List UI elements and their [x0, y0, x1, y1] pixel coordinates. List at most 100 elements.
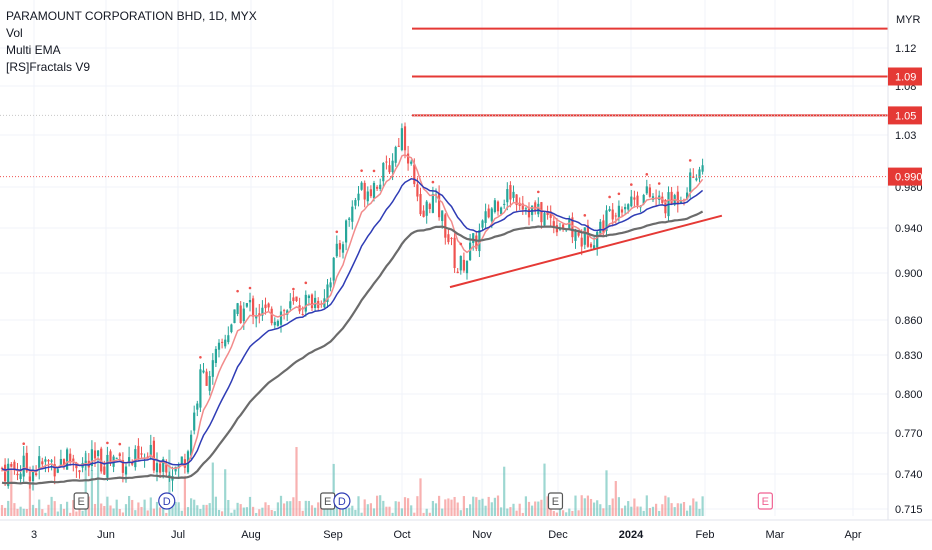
earnings-marker-box [547, 492, 564, 510]
candle-body [255, 316, 258, 319]
volume-bar [143, 499, 146, 516]
candle-body [403, 126, 407, 151]
fractal-dot [199, 356, 202, 359]
candle-body [456, 271, 459, 274]
volume-bar [506, 508, 509, 516]
candle-body [450, 237, 453, 239]
volume-bar [13, 503, 16, 516]
volume-bar [4, 507, 7, 516]
price-tag-label: 1.05 [895, 110, 916, 122]
volume-bar [177, 502, 180, 516]
price-axis[interactable]: 1.121.081.030.9800.9400.9000.8600.8300.8… [887, 0, 932, 550]
fractal-dot [688, 159, 692, 162]
time-tick-label: Nov [472, 529, 492, 541]
candle-body [701, 165, 704, 172]
earnings-marker[interactable]: E [73, 492, 89, 510]
volume-bar [186, 507, 190, 516]
candle-body [425, 201, 428, 216]
volume-bar [701, 496, 704, 516]
candle-body [487, 208, 490, 218]
volume-bar [261, 507, 264, 516]
dividend-marker[interactable]: D [158, 492, 176, 510]
volume-bar [28, 466, 31, 516]
candle-body [193, 412, 196, 431]
candle-body [4, 464, 7, 482]
fractal-dot [335, 230, 339, 234]
indicator-multi-ema[interactable]: Multi EMA [6, 43, 61, 57]
volume-bar [620, 508, 624, 516]
candle-body [332, 257, 335, 281]
candle-body [645, 186, 648, 194]
volume-bar [239, 504, 242, 516]
candle-body [366, 191, 369, 202]
volume-bar [233, 509, 236, 516]
candle-body [431, 194, 434, 213]
volume-bar [546, 496, 549, 516]
indicator-volume[interactable]: Vol [6, 26, 23, 40]
candle-body [549, 211, 552, 218]
earnings-marker[interactable]: E [757, 492, 773, 510]
candle-body [53, 464, 56, 477]
volume-bar [586, 495, 589, 516]
dividend-marker-circle [158, 492, 176, 510]
fractal-dot [304, 281, 308, 285]
candle-body [469, 242, 472, 261]
candle-body [617, 205, 620, 218]
candle-body [78, 470, 81, 473]
candle-body [357, 193, 360, 201]
candle-body [394, 146, 397, 163]
volume-bar [252, 506, 255, 516]
volume-bar [183, 475, 186, 516]
volume-bar [196, 505, 199, 516]
volume-bar [679, 503, 682, 516]
volume-bar [236, 502, 239, 516]
candle-body [276, 320, 279, 326]
candle-body [413, 164, 416, 185]
volume-bar [50, 496, 53, 516]
candle-body [509, 185, 512, 200]
fractal-dot [645, 173, 649, 176]
candle-body [571, 217, 574, 238]
earnings-marker[interactable]: E [320, 492, 336, 510]
volume-bar [611, 498, 614, 516]
volume-bar [155, 501, 159, 516]
volume-bar [190, 498, 193, 516]
candle-body [605, 210, 608, 231]
volume-bar [493, 497, 496, 516]
candle-body [56, 469, 59, 473]
dividend-marker[interactable]: D [333, 492, 351, 510]
volume-bar [75, 511, 78, 516]
event-marker-label: D [163, 496, 171, 508]
candle-body [462, 259, 465, 271]
volume-bar [124, 504, 128, 516]
time-tick-label: Sep [323, 529, 343, 541]
volume-bar [310, 505, 314, 516]
candle-body [441, 210, 444, 222]
volume-bar [444, 499, 447, 516]
earnings-marker[interactable]: E [547, 492, 564, 510]
volume-bar [425, 508, 428, 516]
volume-bar [571, 510, 574, 516]
candle-body [59, 458, 62, 466]
volume-bar [503, 466, 506, 516]
candle-body [273, 321, 276, 326]
candle-body [493, 200, 496, 213]
candle-body [69, 453, 72, 462]
volume-bar [115, 499, 118, 516]
candle-body [248, 299, 252, 303]
candle-body [338, 243, 341, 250]
indicator-fractals[interactable]: [RS]Fractals V9 [6, 60, 91, 74]
candle-body [447, 234, 450, 243]
volume-bar [593, 502, 596, 516]
volume-bar [66, 501, 69, 516]
candle-body [283, 310, 286, 312]
volume-bar [543, 463, 546, 516]
fractal-dot [657, 182, 661, 185]
time-axis[interactable]: 3 Jun Jul Aug Sep Oct Nov Dec 2024 Feb Mar Apr [0, 519, 932, 541]
candle-body [580, 237, 583, 247]
candle-body [121, 460, 124, 473]
volume-bar [527, 501, 531, 516]
earnings-marker-box [73, 492, 89, 510]
volume-bar [78, 505, 81, 516]
